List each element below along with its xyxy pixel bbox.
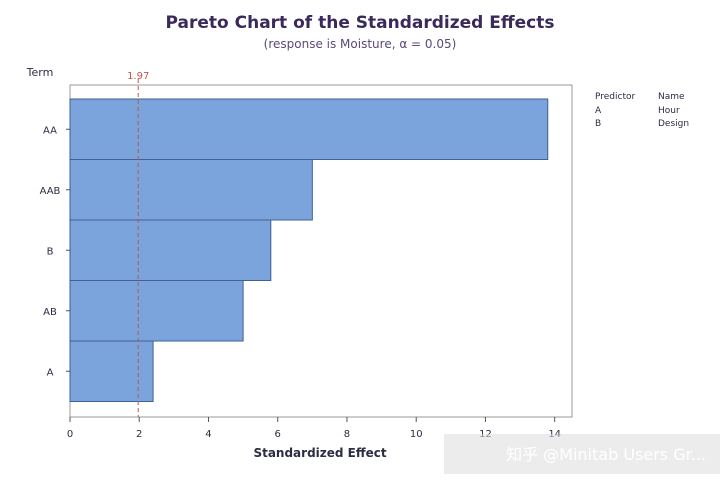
legend-header: Predictor (595, 92, 636, 102)
x-tick-label: 2 (136, 429, 142, 440)
category-label-a: A (47, 367, 54, 378)
x-tick-label: 4 (205, 429, 211, 440)
legend-cell: Hour (658, 106, 680, 116)
x-tick-label: 0 (67, 429, 73, 440)
watermark-text: 知乎 @Minitab Users Gr... (506, 445, 706, 464)
legend-cell: Design (658, 119, 689, 129)
chart-subtitle: (response is Moisture, α = 0.05) (264, 37, 457, 51)
y-axis-label: Term (26, 66, 54, 79)
legend-cell: A (595, 106, 602, 116)
bar-aab (69, 159, 313, 221)
reference-line-label: 1.97 (127, 71, 149, 82)
watermark-backdrop (444, 434, 720, 474)
reference-line-layer: 1.97 (127, 71, 149, 417)
legend-header: Name (658, 92, 685, 102)
category-label-aa: AA (43, 125, 57, 136)
bar-ab (69, 280, 244, 342)
category-label-b: B (47, 246, 54, 257)
x-tick-label: 6 (275, 429, 281, 440)
chart-title: Pareto Chart of the Standardized Effects (166, 13, 555, 33)
category-label-aab: AAB (40, 186, 61, 197)
bar-aa (69, 98, 549, 160)
legend-cell: B (595, 119, 601, 129)
x-tick-label: 8 (344, 429, 350, 440)
category-label-ab: AB (43, 307, 57, 318)
legend: Predictor Name A Hour B Design (595, 92, 689, 129)
bar-a (69, 340, 154, 402)
bar-b (69, 219, 272, 281)
x-axis-label: Standardized Effect (253, 446, 386, 460)
x-tick-label: 10 (410, 429, 423, 440)
bars-layer: AA AAB B AB A (40, 98, 549, 402)
